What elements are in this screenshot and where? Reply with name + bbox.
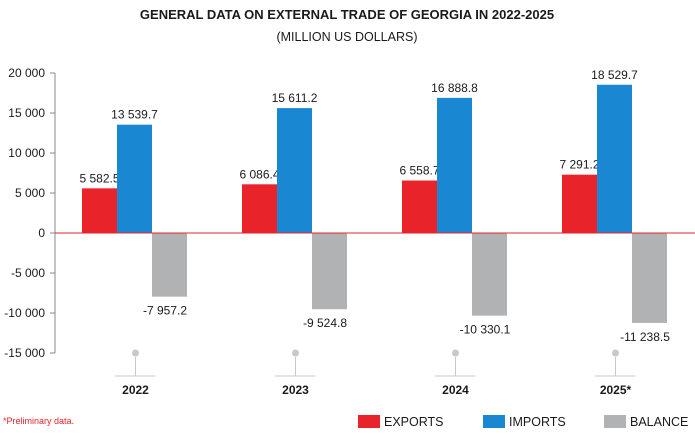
chart-subtitle: (MILLION US DOLLARS) <box>276 30 417 44</box>
legend-swatch-exports <box>358 415 380 428</box>
x-tick-label: 2023 <box>282 383 309 397</box>
data-label: 18 529.7 <box>591 68 638 82</box>
bar-balance <box>472 233 507 316</box>
legend-label: BALANCE <box>630 415 688 429</box>
data-label: -11 238.5 <box>620 330 670 344</box>
data-label: 6 086.4 <box>239 167 279 181</box>
category-marker <box>452 349 459 357</box>
legend: EXPORTS IMPORTS BALANCE <box>358 415 688 429</box>
data-label: 13 539.7 <box>111 108 158 122</box>
y-tick-label: 10 000 <box>8 146 45 160</box>
chart-title: GENERAL DATA ON EXTERNAL TRADE OF GEORGI… <box>140 7 554 22</box>
y-tick-label: -15 000 <box>4 346 45 360</box>
bar-imports <box>117 124 152 233</box>
x-tick-label: 2022 <box>122 383 149 397</box>
bar-imports <box>437 97 472 233</box>
data-label: -9 524.8 <box>303 316 347 330</box>
legend-label: IMPORTS <box>509 415 566 429</box>
y-tick-label: 15 000 <box>8 106 45 120</box>
data-label: 16 888.8 <box>431 81 478 95</box>
bar-balance <box>152 233 187 297</box>
bars: 5 582.5 13 539.7 -7 957.2 6 086.4 15 611.2 -9… <box>55 68 695 344</box>
bar-balance <box>632 233 667 323</box>
data-label: 5 582.5 <box>79 171 119 185</box>
legend-swatch-imports <box>483 415 505 428</box>
x-axis: 2022 2023 2024 2025* <box>115 349 636 397</box>
y-tick-label: 5 000 <box>15 186 45 200</box>
data-label: 7 291.2 <box>559 158 599 172</box>
data-label: 6 558.7 <box>399 164 439 178</box>
y-axis: 20 000 15 000 10 000 5 000 0 -5 000 -10 000 -15… <box>4 66 56 360</box>
data-label: -10 330.1 <box>460 323 511 337</box>
y-tick-label: -10 000 <box>4 306 45 320</box>
bar-exports <box>242 184 277 233</box>
y-tick-label: 0 <box>38 226 45 240</box>
bar-imports <box>277 108 312 233</box>
bar-exports <box>562 174 597 233</box>
data-label: -7 957.2 <box>143 304 187 318</box>
legend-label: EXPORTS <box>384 415 444 429</box>
x-tick-label: 2025* <box>600 383 632 397</box>
bar-imports <box>597 84 632 234</box>
footnote: *Preliminary data. <box>3 416 74 426</box>
category-marker <box>132 349 139 357</box>
bar-balance <box>312 233 347 310</box>
x-tick-label: 2024 <box>442 383 469 397</box>
bar-exports <box>402 180 437 233</box>
category-marker <box>292 349 299 357</box>
legend-swatch-balance <box>604 415 626 428</box>
bar-exports <box>82 188 117 233</box>
data-label: 15 611.2 <box>272 91 318 105</box>
y-tick-label: -5 000 <box>11 266 45 280</box>
category-marker <box>612 349 619 357</box>
y-tick-label: 20 000 <box>8 66 45 80</box>
